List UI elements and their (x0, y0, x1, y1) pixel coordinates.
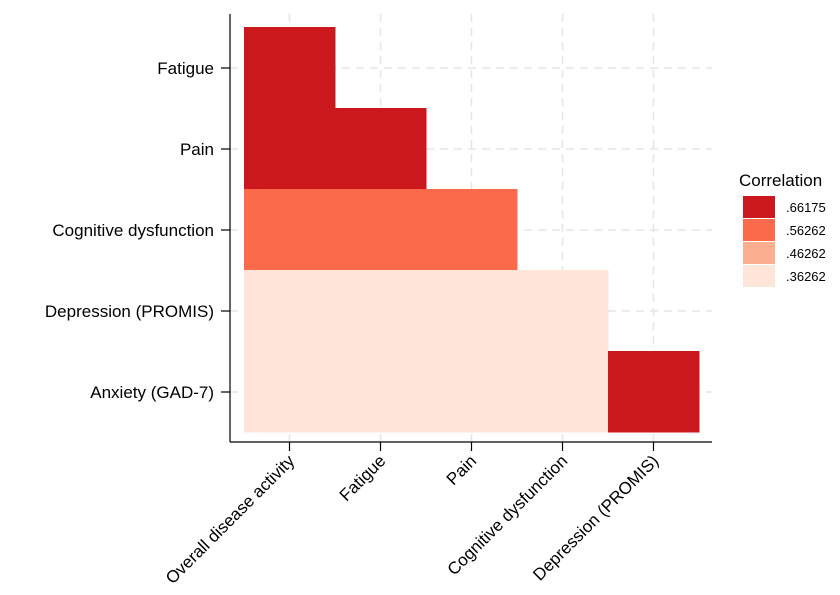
y-tick-label: Depression (PROMIS) (45, 302, 214, 321)
legend-label: .36262 (786, 269, 826, 284)
x-tick-label: Pain (443, 451, 480, 488)
x-tick-label: Fatigue (336, 451, 390, 505)
y-tick-label: Anxiety (GAD-7) (90, 383, 214, 402)
heatmap-cell (426, 351, 518, 433)
y-tick-label: Cognitive dysfunction (52, 221, 214, 240)
heatmap-cell (426, 270, 518, 352)
x-tick-label: Overall disease activity (162, 451, 299, 588)
legend-label: .56262 (786, 223, 826, 238)
heatmap-cell (244, 27, 336, 109)
heatmap-cell (335, 108, 427, 190)
heatmap-cell (517, 351, 609, 433)
heatmap-cell (335, 351, 427, 433)
heatmap-cell (244, 189, 336, 271)
x-axis-ticks: Overall disease activity Fatigue PainCogni… (162, 442, 662, 588)
heatmap-cell (244, 351, 336, 433)
legend-swatch (743, 265, 775, 287)
heatmap-cell (608, 351, 700, 433)
heatmap-cell (426, 189, 518, 271)
heatmap-cell (335, 189, 427, 271)
y-tick-label: Pain (180, 140, 214, 159)
legend-swatch (743, 242, 775, 264)
legend-label: .46262 (786, 246, 826, 261)
heatmap-cell (335, 270, 427, 352)
heatmap-cell (244, 270, 336, 352)
legend-swatch (743, 219, 775, 241)
heatmap-cells (244, 27, 700, 433)
heatmap-cell (244, 108, 336, 190)
y-axis-ticks: Fatigue Pain Cognitive dysfunction Depressi… (45, 59, 230, 402)
heatmap-cell (517, 270, 609, 352)
legend-title: Correlation (739, 171, 822, 190)
legend-label: .66175 (786, 200, 826, 215)
y-tick-label: Fatigue (157, 59, 214, 78)
legend-swatch (743, 196, 775, 218)
legend: Correlation .66175 .56262 .46262 .36262 (739, 171, 826, 287)
